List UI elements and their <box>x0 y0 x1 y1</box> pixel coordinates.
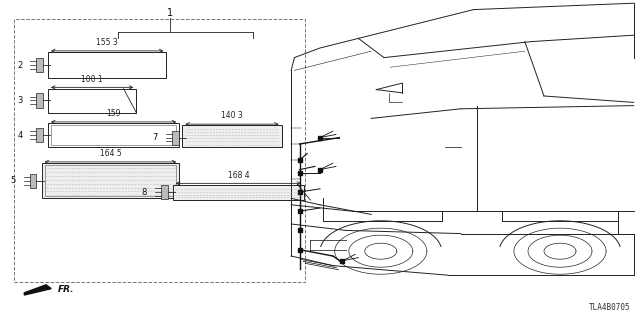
Text: 168 4: 168 4 <box>228 171 249 180</box>
Text: 5: 5 <box>11 176 16 185</box>
Bar <box>42 163 179 198</box>
Bar <box>172 131 179 145</box>
Bar <box>30 174 36 188</box>
Text: 8: 8 <box>142 188 147 197</box>
Text: 7: 7 <box>153 133 158 142</box>
Bar <box>14 19 305 282</box>
Bar <box>48 89 136 113</box>
Bar <box>36 128 43 142</box>
Text: 155 3: 155 3 <box>97 38 118 47</box>
Text: 100 1: 100 1 <box>81 75 103 84</box>
Text: 2: 2 <box>17 61 22 70</box>
Text: TLA4B0705: TLA4B0705 <box>589 303 630 312</box>
Text: 4: 4 <box>17 131 22 140</box>
Text: 3: 3 <box>17 96 22 105</box>
Text: 164 5: 164 5 <box>100 149 121 158</box>
Text: 140 3: 140 3 <box>221 111 243 120</box>
Text: FR.: FR. <box>58 285 74 294</box>
Text: 159: 159 <box>106 109 121 118</box>
Bar <box>182 125 282 147</box>
Bar <box>48 52 166 78</box>
Bar <box>48 123 179 147</box>
Bar <box>51 125 176 145</box>
Bar <box>36 58 43 72</box>
Bar <box>161 185 168 199</box>
Text: 1: 1 <box>166 8 173 19</box>
Bar <box>36 93 43 108</box>
Polygon shape <box>24 285 51 295</box>
Bar <box>173 185 304 200</box>
Bar <box>45 165 176 196</box>
